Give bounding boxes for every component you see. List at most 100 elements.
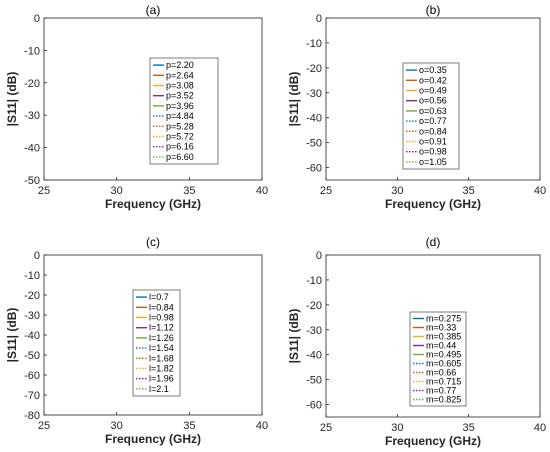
- x-tick-label: 30: [111, 185, 123, 197]
- y-tick-label: -40: [306, 113, 322, 125]
- legend-label: l=1.96: [149, 374, 174, 384]
- y-tick-label: 0: [316, 13, 322, 25]
- legend-label: p=6.60: [166, 152, 194, 162]
- y-axis-label: |S11| (dB): [287, 72, 301, 127]
- legend-label: m=0.715: [426, 377, 461, 387]
- x-tick-label: 35: [183, 420, 195, 432]
- y-tick-label: -50: [24, 350, 40, 362]
- legend-label: o=0.42: [419, 75, 447, 85]
- x-tick-label: 30: [391, 422, 403, 434]
- y-tick-label: -10: [24, 45, 40, 57]
- legend-label: o=0.84: [419, 126, 447, 136]
- x-tick-label: 25: [320, 422, 332, 434]
- y-axis-label: |S11| (dB): [5, 72, 19, 127]
- x-tick-label: 25: [38, 185, 50, 197]
- legend-label: l=1.82: [149, 364, 174, 374]
- x-tick-label: 35: [463, 185, 475, 197]
- y-tick-label: -20: [24, 290, 40, 302]
- legend-label: l=1.68: [149, 353, 174, 363]
- x-tick-label: 40: [534, 185, 546, 197]
- legend-label: o=0.98: [419, 147, 447, 157]
- y-tick-label: 0: [34, 250, 40, 262]
- chart-panel-3: 25 30 35 40 0 -10 -20 -30 -40 -50 -60 -70 -80 (c) Freq…: [5, 235, 268, 446]
- legend-label: l=1.12: [149, 323, 174, 333]
- y-tick-label: -40: [306, 350, 322, 362]
- y-tick-label: -50: [24, 175, 40, 187]
- legend-label: p=2.20: [166, 60, 194, 70]
- legend-label: p=3.96: [166, 101, 194, 111]
- x-tick-label: 25: [38, 420, 50, 432]
- y-tick-label: 0: [316, 250, 322, 262]
- chart-title: (c): [146, 235, 160, 249]
- legend-label: l=0.7: [149, 292, 169, 302]
- legend-label: m=0.825: [426, 395, 461, 405]
- legend-label: o=1.05: [419, 157, 447, 167]
- y-tick-label: -20: [24, 78, 40, 90]
- y-tick-label: -30: [306, 88, 322, 100]
- legend-label: l=1.26: [149, 333, 174, 343]
- legend-label: l=1.54: [149, 343, 174, 353]
- legend: p=2.20p=2.64p=3.08p=3.52p=3.96p=4.84p=5.…: [149, 57, 219, 165]
- y-tick-label: -60: [24, 370, 40, 382]
- legend-label: m=0.66: [426, 368, 456, 378]
- x-tick-label: 40: [256, 185, 268, 197]
- legend-label: o=0.49: [419, 86, 447, 96]
- y-axis-label: |S11| (dB): [287, 309, 301, 364]
- chart-panel-1: 25 30 35 40 0 -10 -20 -30 -40 -50 (a) Frequency (GH…: [5, 3, 268, 211]
- x-axis-label: Frequency (GHz): [385, 197, 481, 211]
- y-axis-label: |S11| (dB): [5, 308, 19, 363]
- y-tick-label: -40: [24, 143, 40, 155]
- y-tick-label: -10: [306, 275, 322, 287]
- y-tick-label: -50: [306, 375, 322, 387]
- chart-title: (d): [426, 235, 441, 249]
- x-tick-label: 30: [391, 185, 403, 197]
- legend-label: m=0.495: [426, 350, 461, 360]
- legend: o=0.35o=0.42o=0.49o=0.56o=0.63o=0.77o=0.…: [402, 62, 460, 170]
- y-tick-label: -50: [306, 138, 322, 150]
- legend-label: o=0.77: [419, 116, 447, 126]
- legend: m=0.275m=0.33m=0.385m=0.44m=0.495m=0.605…: [409, 311, 467, 407]
- x-tick-label: 30: [111, 420, 123, 432]
- chart-panel-2: 25 30 35 40 0 -10 -20 -30 -40 -50 -60 (b) Frequency …: [287, 3, 546, 211]
- chart-panel-4: 25 30 35 40 0 -10 -20 -30 -40 -50 -60 (d) Frequency …: [287, 235, 546, 448]
- legend-label: p=2.64: [166, 70, 194, 80]
- x-tick-label: 40: [256, 420, 268, 432]
- legend-label: o=0.91: [419, 137, 447, 147]
- y-tick-label: -70: [24, 390, 40, 402]
- x-axis-label: Frequency (GHz): [105, 432, 201, 446]
- y-tick-label: -20: [306, 63, 322, 75]
- x-tick-label: 25: [320, 185, 332, 197]
- legend: l=0.7l=0.84l=0.98l=1.12l=1.26l=1.54l=1.6…: [132, 289, 181, 397]
- y-tick-label: -30: [24, 310, 40, 322]
- legend-label: m=0.77: [426, 386, 456, 396]
- y-tick-label: -10: [24, 270, 40, 282]
- legend-label: p=4.84: [166, 111, 194, 121]
- legend-label: m=0.605: [426, 359, 461, 369]
- y-tick-label: -20: [306, 300, 322, 312]
- x-tick-label: 35: [463, 422, 475, 434]
- legend-label: o=0.35: [419, 65, 447, 75]
- y-tick-label: -60: [306, 400, 322, 412]
- y-tick-label: -30: [306, 325, 322, 337]
- legend-label: p=3.52: [166, 91, 194, 101]
- legend-label: l=0.84: [149, 302, 174, 312]
- legend-label: p=5.72: [166, 132, 194, 142]
- chart-title: (a): [146, 3, 161, 17]
- legend-label: m=0.44: [426, 341, 456, 351]
- y-tick-label: -40: [24, 330, 40, 342]
- legend-label: o=0.56: [419, 96, 447, 106]
- y-tick-label: -30: [24, 110, 40, 122]
- x-tick-label: 40: [534, 422, 546, 434]
- legend-label: p=6.16: [166, 142, 194, 152]
- x-axis-label: Frequency (GHz): [385, 434, 481, 448]
- legend-label: p=5.28: [166, 121, 194, 131]
- chart-title: (b): [426, 3, 441, 17]
- y-tick-label: -10: [306, 38, 322, 50]
- legend-label: l=0.98: [149, 313, 174, 323]
- y-tick-label: 0: [34, 13, 40, 25]
- legend-label: p=3.08: [166, 81, 194, 91]
- x-tick-label: 35: [183, 185, 195, 197]
- y-tick-label: -80: [24, 410, 40, 422]
- legend-label: l=2.1: [149, 384, 169, 394]
